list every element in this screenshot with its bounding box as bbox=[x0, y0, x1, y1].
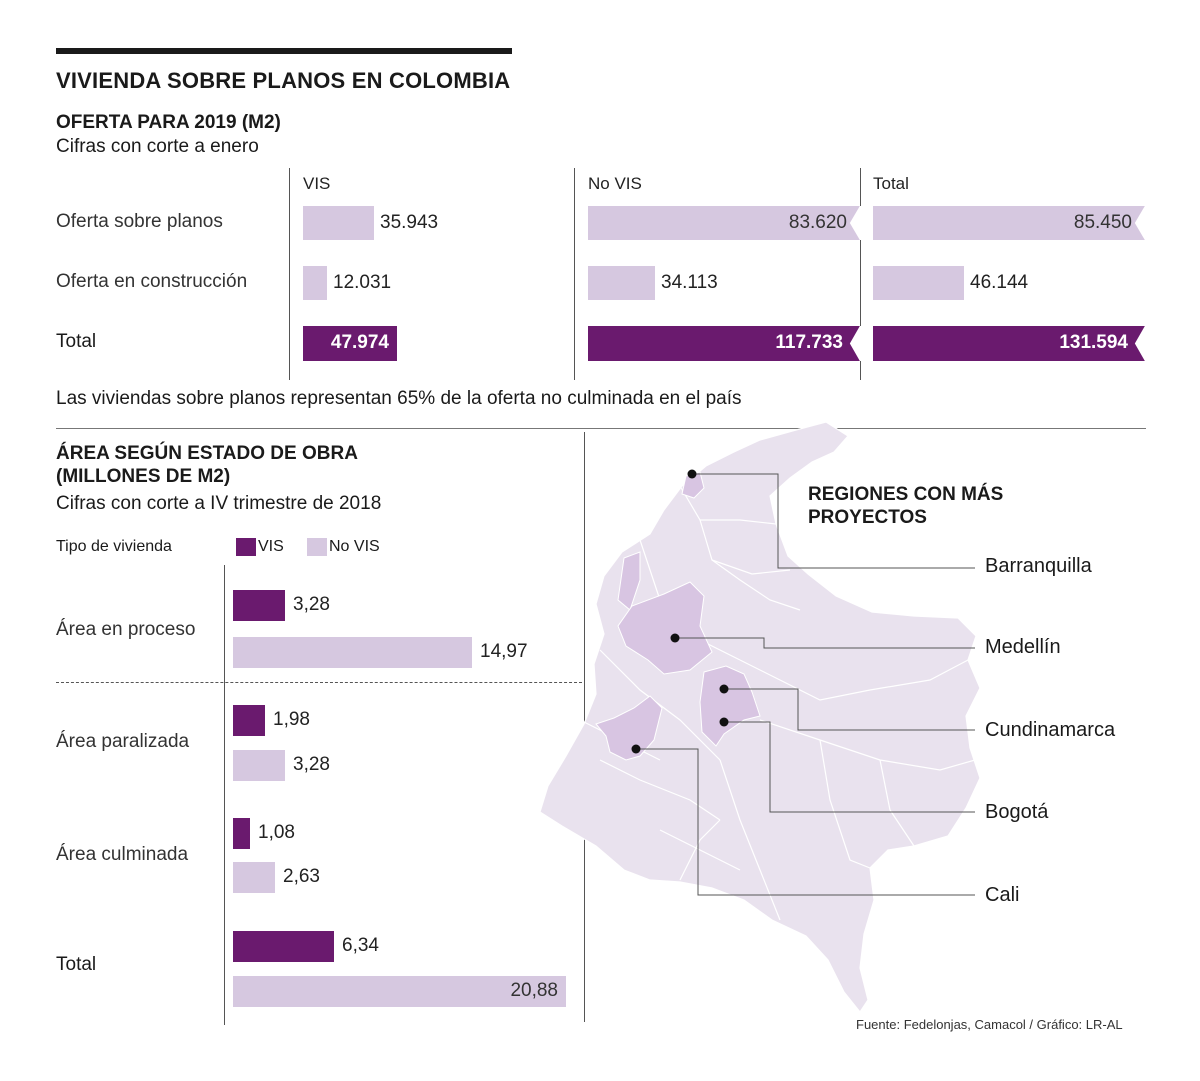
legend-vis-label: VIS bbox=[258, 538, 284, 555]
city-label-medellin: Medellín bbox=[985, 636, 1061, 658]
offer-value-total-oferta-en-construccion: 46.144 bbox=[970, 272, 1029, 293]
offer-bar-vis-total bbox=[303, 326, 397, 361]
row-label-oferta-en-construccion: Oferta en construcción bbox=[56, 271, 248, 292]
offer-value-total-total: 131.594 bbox=[1059, 332, 1128, 353]
city-label-bogota: Bogotá bbox=[985, 801, 1049, 823]
section1-title: OFERTA PARA 2019 (M2) bbox=[56, 112, 281, 133]
page-title: VIVIENDA SOBRE PLANOS EN COLOMBIA bbox=[56, 68, 511, 93]
offer-column-separator bbox=[574, 168, 575, 380]
column-header-no-vis: No VIS bbox=[588, 174, 642, 193]
city-label-barranquilla: Barranquilla bbox=[985, 555, 1092, 577]
source-note: Fuente: Fedelonjas, Camacol / Gráfico: L… bbox=[856, 1017, 1123, 1032]
area-bar-no-vis-area-culminada bbox=[233, 862, 275, 893]
offer-value-vis-total: 47.974 bbox=[330, 332, 389, 353]
area-value-no-vis-area-culminada: 2,63 bbox=[283, 866, 320, 887]
city-label-cundinamarca: Cundinamarca bbox=[985, 719, 1116, 741]
section2-title-line1: ÁREA SEGÚN ESTADO DE OBRA bbox=[56, 443, 358, 464]
offer-value-no-vis-oferta-en-construccion: 34.113 bbox=[661, 272, 718, 293]
colombia-map bbox=[539, 421, 981, 1014]
map-leader-lines bbox=[636, 473, 975, 896]
map-region-cali bbox=[595, 695, 663, 761]
row-label-oferta-sobre-planos: Oferta sobre planos bbox=[56, 211, 223, 232]
area-value-vis-area-paralizada: 1,98 bbox=[273, 709, 310, 730]
section1-note: Las viviendas sobre planos representan 6… bbox=[56, 388, 742, 409]
offer-bar-no-vis-total bbox=[588, 326, 863, 361]
area-value-no-vis-total: 20,88 bbox=[510, 980, 558, 1001]
map-dot-cali bbox=[631, 744, 641, 754]
map-dot-medellin bbox=[670, 633, 680, 643]
city-label-cali: Cali bbox=[985, 884, 1020, 906]
offer-column-separator bbox=[289, 168, 290, 380]
area-bar-no-vis-area-paralizada bbox=[233, 750, 285, 781]
map-title-line2: PROYECTOS bbox=[808, 507, 927, 528]
legend-novis-label: No VIS bbox=[329, 538, 380, 555]
area-bar-vis-area-en-proceso bbox=[233, 590, 285, 621]
section2-subtitle: Cifras con corte a IV trimestre de 2018 bbox=[56, 493, 382, 514]
area-value-no-vis-area-en-proceso: 14,97 bbox=[480, 641, 528, 662]
column-header-vis: VIS bbox=[303, 174, 331, 193]
offer-bar-vis-oferta-sobre-planos bbox=[303, 206, 374, 240]
map-dot-bogota bbox=[719, 717, 729, 727]
offer-bar-total-oferta-sobre-planos bbox=[873, 206, 1148, 240]
area-bar-no-vis-total bbox=[233, 976, 566, 1007]
area-row-label-area-culminada: Área culminada bbox=[56, 844, 189, 865]
area-value-vis-area-en-proceso: 3,28 bbox=[293, 594, 330, 615]
column-header-total: Total bbox=[873, 174, 909, 193]
area-axis-line bbox=[224, 565, 225, 1025]
offer-bar-no-vis-oferta-en-construccion bbox=[588, 266, 655, 300]
truncation-marker bbox=[849, 206, 863, 240]
offer-bar-total-total bbox=[873, 326, 1148, 361]
section-divider bbox=[56, 428, 1146, 429]
offer-value-no-vis-oferta-sobre-planos: 83.620 bbox=[788, 212, 847, 233]
area-bar-vis-total bbox=[233, 931, 334, 962]
map-title-line1: REGIONES CON MÁS bbox=[808, 484, 1004, 505]
map-dot-barranquilla bbox=[687, 469, 697, 479]
map-region-barranquilla bbox=[681, 471, 705, 499]
map-region-choco bbox=[617, 551, 641, 611]
area-bar-vis-area-paralizada bbox=[233, 705, 265, 736]
area-value-no-vis-area-paralizada: 3,28 bbox=[293, 754, 330, 775]
area-value-vis-area-culminada: 1,08 bbox=[258, 822, 295, 843]
legend-vis-swatch bbox=[236, 538, 256, 556]
legend-novis-swatch bbox=[307, 538, 327, 556]
area-value-vis-total: 6,34 bbox=[342, 935, 379, 956]
area-row-label-total: Total bbox=[56, 954, 97, 975]
legend-title: Tipo de vivienda bbox=[56, 538, 172, 555]
area-row-label-area-paralizada: Área paralizada bbox=[56, 731, 190, 752]
offer-column-separator bbox=[860, 168, 861, 380]
section2-title-line2: (MILLONES DE M2) bbox=[56, 466, 231, 487]
truncation-marker bbox=[1134, 326, 1148, 361]
area-dashed-divider bbox=[56, 682, 582, 683]
offer-value-vis-oferta-en-construccion: 12.031 bbox=[333, 272, 392, 293]
offer-bar-total-oferta-en-construccion bbox=[873, 266, 964, 300]
section1-subtitle: Cifras con corte a enero bbox=[56, 136, 259, 157]
area-bar-no-vis-area-en-proceso bbox=[233, 637, 472, 668]
area-row-label-area-en-proceso: Área en proceso bbox=[56, 619, 196, 640]
map-region-medellin bbox=[617, 581, 713, 675]
offer-value-no-vis-total: 117.733 bbox=[775, 332, 843, 353]
offer-bar-vis-oferta-en-construccion bbox=[303, 266, 327, 300]
title-rule bbox=[56, 48, 512, 54]
offer-value-total-oferta-sobre-planos: 85.450 bbox=[1073, 212, 1132, 233]
map-dot-cundinamarca bbox=[719, 684, 729, 694]
truncation-marker bbox=[1134, 206, 1148, 240]
offer-value-vis-oferta-sobre-planos: 35.943 bbox=[380, 212, 439, 233]
row-label-total: Total bbox=[56, 331, 97, 352]
area-bar-vis-area-culminada bbox=[233, 818, 250, 849]
offer-bar-no-vis-oferta-sobre-planos bbox=[588, 206, 863, 240]
truncation-marker bbox=[849, 326, 863, 361]
map-region-cundinamarca bbox=[699, 665, 761, 747]
